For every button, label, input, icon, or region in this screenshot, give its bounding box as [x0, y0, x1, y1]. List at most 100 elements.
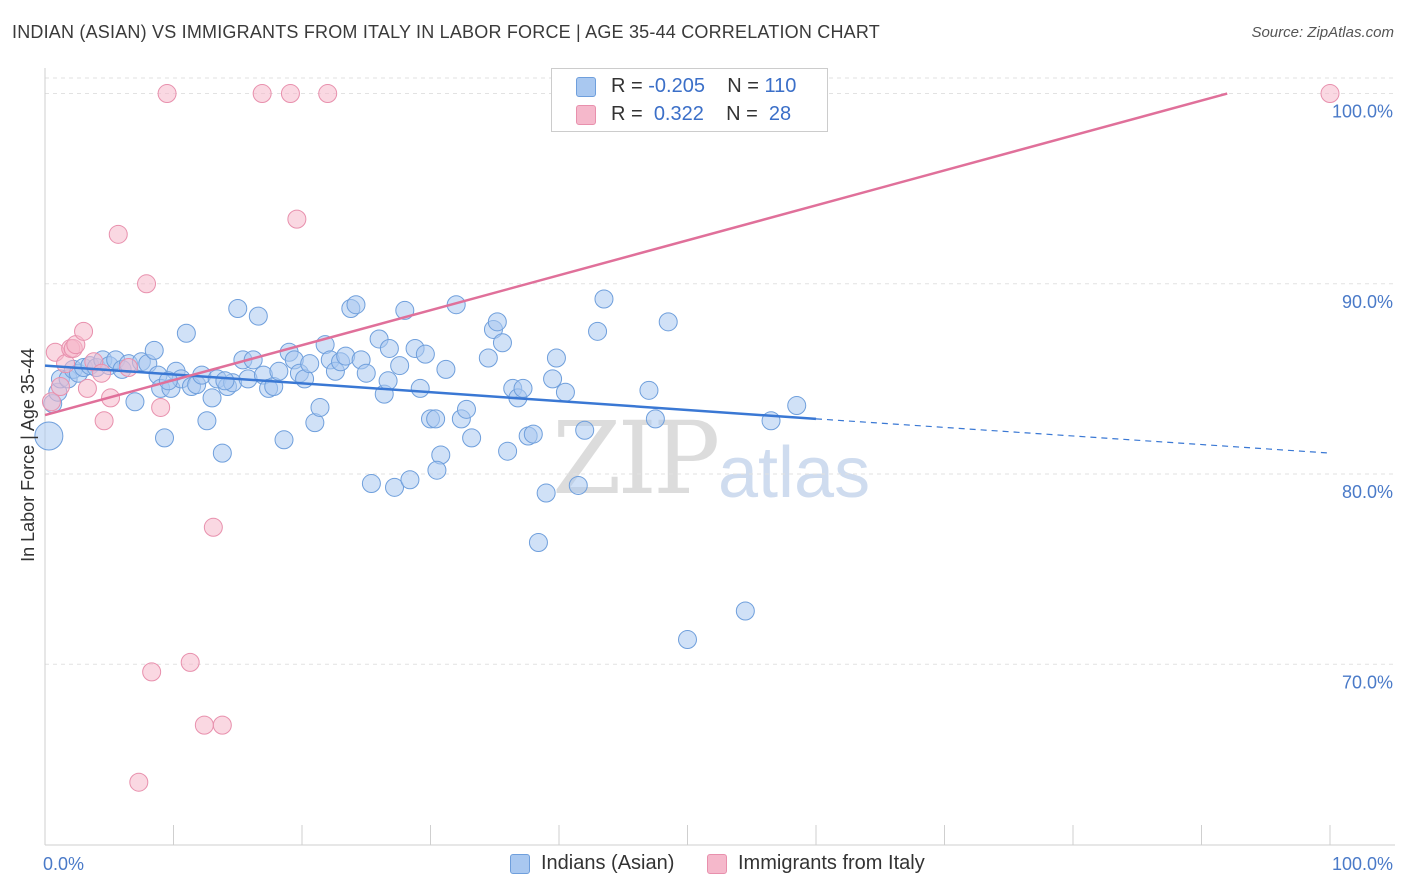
point-indians: [492, 333, 512, 353]
point-italy: [137, 274, 157, 294]
point-indians: [588, 321, 608, 341]
watermark-atlas: atlas: [718, 433, 871, 513]
y-tick-label: 100.0%: [1332, 102, 1393, 122]
point-italy: [94, 411, 114, 431]
correlation-legend: R = -0.205 N = 110 R = 0.322 N = 28: [551, 68, 828, 132]
point-indians: [735, 601, 755, 621]
point-indians: [269, 361, 289, 381]
point-indians: [176, 323, 196, 343]
y-tick-label: 90.0%: [1342, 292, 1393, 312]
trend-line-indians-extension: [815, 418, 1331, 454]
point-indians: [536, 483, 556, 503]
y-axis-label: In Labor Force | Age 35-44: [18, 348, 38, 562]
legend-n-value: 110: [764, 75, 797, 97]
point-indians: [378, 371, 398, 391]
y-tick-label: 80.0%: [1342, 482, 1393, 502]
legend-n-label: N =: [727, 75, 759, 97]
point-indians: [546, 348, 566, 368]
point-indians: [248, 306, 268, 326]
legend-r-value: -0.205: [648, 75, 705, 97]
point-indians: [528, 533, 548, 553]
point-indians: [462, 428, 482, 448]
point-indians: [787, 396, 807, 416]
point-italy: [157, 84, 177, 104]
point-indians: [361, 474, 381, 494]
point-italy: [74, 321, 94, 341]
point-italy: [1320, 84, 1340, 104]
point-italy: [194, 715, 214, 735]
legend-swatch-indians: [576, 77, 596, 97]
legend-r-label: R =: [611, 75, 643, 97]
point-indians: [478, 348, 498, 368]
point-indians: [568, 475, 588, 495]
point-indians: [427, 460, 447, 480]
axes: [44, 68, 1395, 846]
legend-n-value: 28: [768, 103, 792, 125]
point-indians: [155, 428, 175, 448]
point-indians: [498, 441, 518, 461]
point-indians: [34, 421, 64, 451]
point-indians: [436, 359, 456, 379]
point-italy: [77, 378, 97, 398]
point-italy: [142, 662, 162, 682]
legend-r-label: R =: [611, 103, 643, 125]
point-indians: [356, 363, 376, 383]
axis-labels: 70.0% 80.0% 90.0% 100.0% 0.0% 100.0% In Labor …: [18, 102, 1393, 874]
bottom-legend-swatch-indians: [510, 854, 530, 874]
point-italy: [92, 363, 112, 383]
point-indians: [197, 411, 217, 431]
point-italy: [203, 517, 223, 537]
bottom-legend-label-indians: Indians (Asian): [541, 852, 675, 874]
point-indians: [379, 338, 399, 358]
point-indians: [456, 399, 476, 419]
bottom-legend-label-italy: Immigrants from Italy: [738, 852, 925, 874]
watermark-zip: ZIP: [552, 400, 720, 517]
source-label: Source: ZipAtlas.com: [1251, 24, 1394, 41]
x-tick-label: 100.0%: [1332, 854, 1393, 874]
series-indians-asian: [34, 289, 807, 650]
point-indians: [228, 299, 248, 319]
point-italy: [212, 715, 232, 735]
point-indians: [212, 443, 232, 463]
point-indians: [144, 340, 164, 360]
point-indians: [487, 312, 507, 332]
point-indians: [678, 630, 697, 650]
point-indians: [215, 371, 235, 391]
x-tick-label: 0.0%: [43, 854, 84, 874]
point-indians: [390, 356, 410, 376]
point-italy: [50, 377, 70, 397]
point-indians: [523, 424, 543, 444]
legend-r-value: 0.322: [653, 103, 704, 125]
trend-line-indians: [44, 364, 817, 421]
point-italy: [119, 357, 139, 377]
point-indians: [125, 392, 145, 412]
point-italy: [151, 397, 171, 417]
point-indians: [575, 420, 595, 440]
bottom-legend-swatch-italy: [707, 854, 727, 874]
legend-swatch-italy: [576, 105, 596, 125]
point-italy: [180, 652, 200, 672]
chart-title: INDIAN (ASIAN) VS IMMIGRANTS FROM ITALY …: [12, 22, 880, 42]
point-indians: [410, 378, 430, 398]
point-italy: [129, 772, 149, 792]
point-indians: [426, 409, 446, 429]
point-italy: [280, 84, 300, 104]
point-indians: [202, 388, 222, 408]
y-tick-label: 70.0%: [1342, 672, 1393, 692]
point-indians: [310, 397, 330, 417]
trend-lines: [44, 92, 1331, 454]
point-indians: [346, 295, 366, 315]
point-indians: [594, 289, 614, 309]
point-italy: [318, 84, 338, 104]
point-indians: [555, 382, 575, 402]
point-indians: [639, 380, 659, 400]
point-indians: [385, 477, 405, 497]
point-italy: [287, 209, 307, 229]
point-indians: [543, 369, 563, 389]
point-italy: [252, 84, 272, 104]
legend-n-label: N =: [726, 103, 758, 125]
trend-line-italy: [44, 92, 1228, 417]
point-italy: [41, 392, 61, 412]
point-italy: [108, 224, 128, 244]
